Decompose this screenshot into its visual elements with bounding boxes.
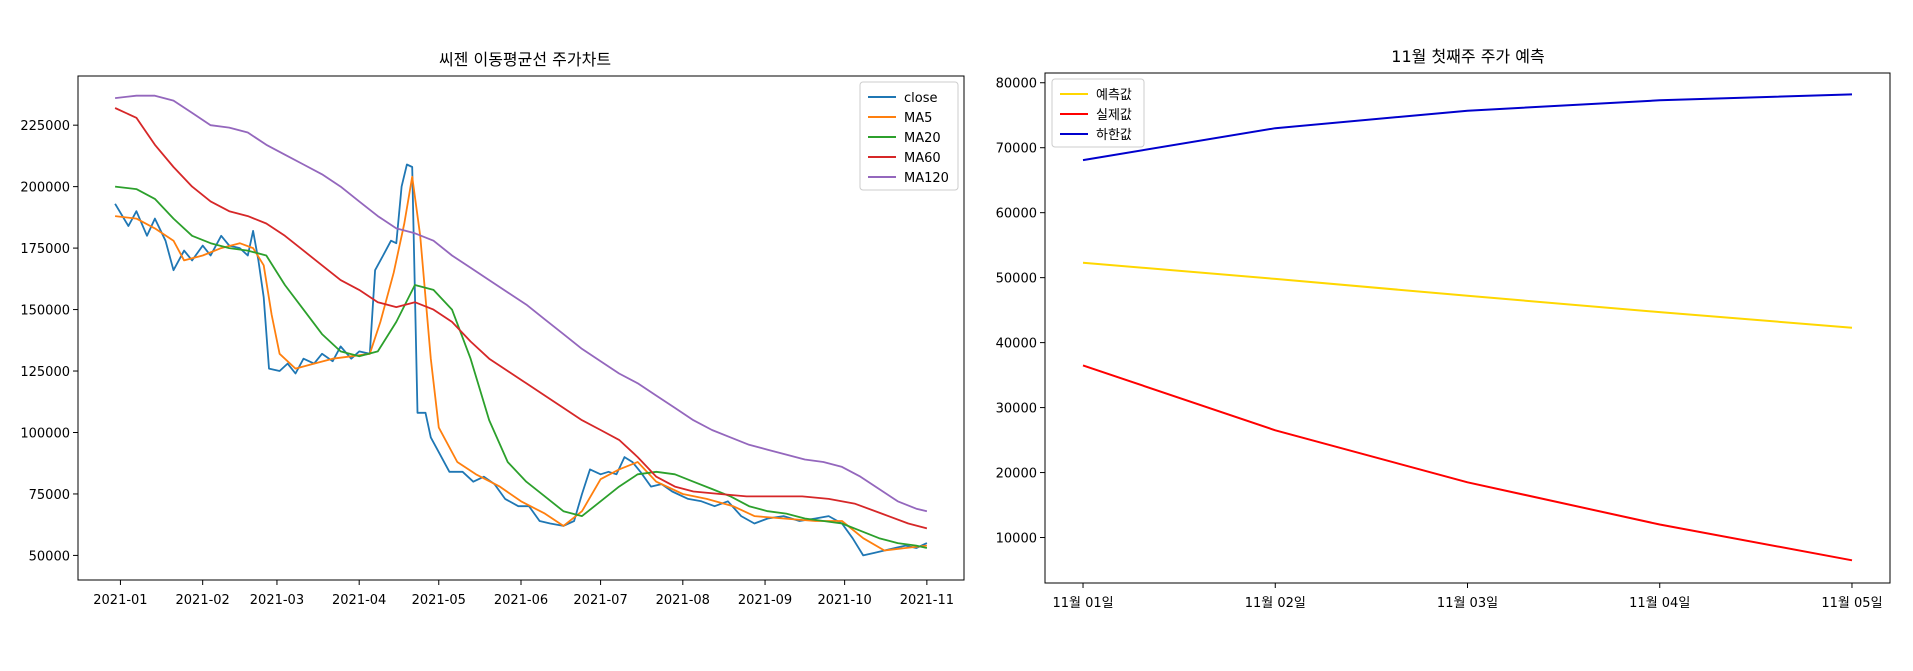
legend-box: [1051, 78, 1145, 148]
chart-title: 씨젠 이동평균선 주가차트: [439, 50, 611, 69]
x-tick-label: 2021-08: [656, 593, 710, 608]
x-tick-label: 11월 05일: [1821, 596, 1882, 611]
x-tick-label: 2021-10: [817, 593, 871, 608]
x-tick-label: 2021-06: [494, 593, 548, 608]
legend-label: MA120: [904, 171, 949, 186]
series-line-ma120: [114, 94, 928, 513]
x-tick-label: 2021-03: [250, 593, 304, 608]
y-tick-label: 60000: [996, 207, 1037, 222]
y-tick-label: 50000: [29, 549, 70, 564]
y-tick-label: 50000: [996, 272, 1037, 287]
x-tick-label: 11월 04일: [1629, 596, 1690, 611]
chart-title: 11월 첫째주 주가 예측: [1391, 47, 1544, 66]
y-tick-label: 200000: [20, 181, 70, 196]
legend-label: MA20: [904, 131, 941, 146]
x-tick-label: 2021-07: [573, 593, 627, 608]
legend-label: close: [904, 91, 937, 106]
series-line-ma5: [114, 175, 928, 552]
x-tick-label: 11월 02일: [1245, 596, 1306, 611]
legend-label: 실제값: [1096, 108, 1132, 123]
x-tick-label: 2021-05: [412, 593, 466, 608]
y-tick-label: 30000: [996, 402, 1037, 417]
x-tick-label: 2021-01: [93, 593, 147, 608]
y-tick-label: 225000: [20, 119, 70, 134]
y-tick-label: 70000: [996, 142, 1037, 157]
y-tick-label: 40000: [996, 337, 1037, 352]
y-tick-label: 150000: [20, 304, 70, 319]
x-tick-label: 11월 03일: [1437, 596, 1498, 611]
legend-label: MA5: [904, 111, 932, 126]
legend-label: 예측값: [1096, 88, 1132, 103]
x-tick-label: 2021-02: [176, 593, 230, 608]
series-line-3: [1082, 93, 1853, 162]
moving-average-chart: 씨젠 이동평균선 주가차트 50000 75000 100000 125000 1500…: [20, 50, 965, 608]
legend-label: MA60: [904, 151, 941, 166]
series-line-ma60: [114, 107, 928, 530]
legend-label: 하한값: [1096, 128, 1132, 143]
x-tick-label: 11월 01일: [1052, 596, 1113, 611]
y-tick-label: 80000: [996, 77, 1037, 92]
y-tick-label: 20000: [996, 467, 1037, 482]
y-tick-label: 10000: [996, 532, 1037, 547]
y-tick-label: 125000: [20, 365, 70, 380]
y-tick-label: 100000: [20, 426, 70, 441]
x-tick-label: 2021-04: [332, 593, 386, 608]
y-tick-label: 175000: [20, 242, 70, 257]
series-line-close: [114, 163, 928, 557]
x-tick-label: 2021-11: [900, 593, 954, 608]
y-tick-label: 75000: [29, 488, 70, 503]
legend: close MA5 MA20 MA60 MA120: [859, 81, 959, 191]
series-line-2: [1082, 364, 1853, 562]
legend-box: [859, 81, 959, 191]
forecast-chart: 11월 첫째주 주가 예측 10000 20000 30000 40000 50000 6…: [996, 47, 1891, 611]
series-line-1: [1082, 261, 1853, 329]
x-tick-label: 2021-09: [738, 593, 792, 608]
series-line-ma20: [114, 185, 928, 549]
